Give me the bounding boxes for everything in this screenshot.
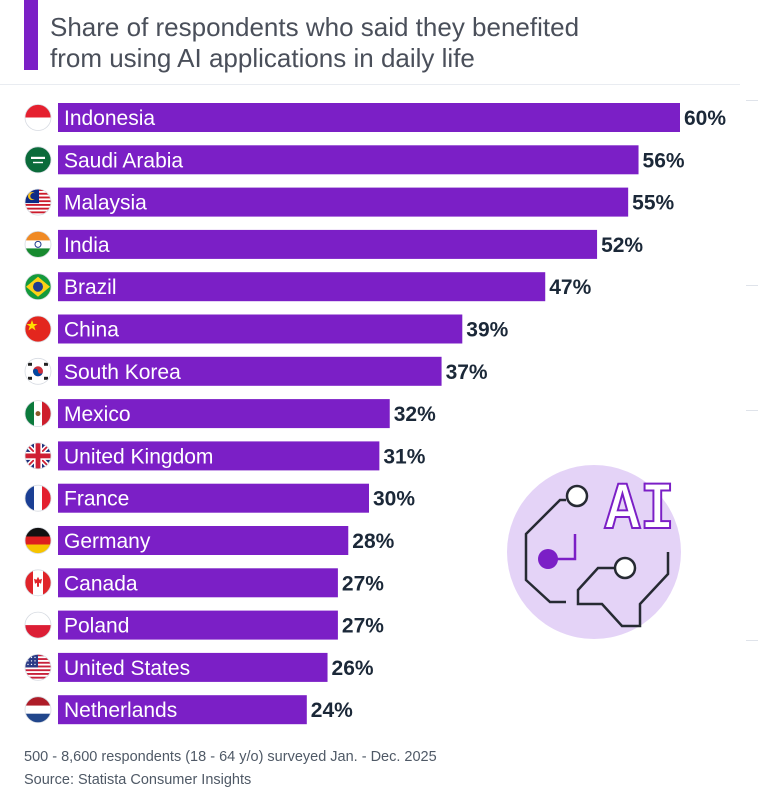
bar-china [58, 314, 463, 344]
ai-illustration-text: AI [605, 473, 675, 541]
ai-circuit-trace-left [524, 498, 566, 604]
right-gridline-ticks [746, 100, 758, 800]
bar-label-indonesia: Indonesia [64, 107, 155, 130]
ai-node-right [613, 556, 637, 580]
bar-saudi-arabia [58, 145, 639, 175]
chart-footer: 500 - 8,600 respondents (18 - 64 y/o) su… [24, 746, 437, 792]
value-label-china: 39% [466, 319, 508, 342]
value-label-south-korea: 37% [446, 361, 488, 384]
poland-flag-icon [24, 611, 52, 639]
bar-chart: Indonesia 60% Saudi Arabia 56% Malaysia 55% In… [24, 103, 726, 725]
brazil-flag-icon [24, 273, 52, 301]
value-label-canada: 27% [342, 572, 384, 595]
bar-france [58, 483, 369, 513]
bar-label-malaysia: Malaysia [64, 192, 147, 215]
bar-label-germany: Germany [64, 530, 151, 553]
south-korea-flag-icon [24, 357, 52, 385]
bar-germany [58, 526, 349, 555]
united-kingdom-flag-icon [24, 442, 52, 470]
value-label-poland: 27% [342, 615, 384, 638]
value-label-germany: 28% [352, 530, 394, 553]
canada-flag-icon [24, 569, 52, 597]
bar-united-states [58, 652, 328, 682]
ai-node-purple [538, 549, 558, 569]
bar-label-united-kingdom: United Kingdom [64, 445, 213, 468]
bar-brazil [58, 272, 546, 302]
bar-malaysia [58, 187, 629, 217]
bar-indonesia [58, 103, 680, 132]
ai-node-top [565, 484, 589, 508]
bar-india [58, 229, 598, 259]
footer-source: Source: Statista Consumer Insights [24, 772, 252, 788]
netherlands-flag-icon [24, 696, 52, 724]
value-label-india: 52% [601, 234, 643, 257]
bar-united-kingdom [58, 441, 380, 471]
bars-group: Indonesia 60% Saudi Arabia 56% Malaysia 55% In… [58, 103, 726, 725]
bar-label-united-states: United States [64, 657, 190, 680]
bar-mexico [58, 399, 390, 429]
bar-label-canada: Canada [64, 572, 138, 595]
bar-label-brazil: Brazil [64, 276, 117, 299]
united-states-flag-icon [24, 654, 52, 681]
bar-label-china: China [64, 319, 119, 342]
bar-label-india: India [64, 234, 110, 257]
bar-south-korea [58, 356, 442, 386]
ai-illustration: AI [507, 465, 681, 639]
france-flag-icon [24, 484, 52, 512]
malaysia-flag-icon [24, 188, 52, 216]
bar-label-poland: Poland [64, 615, 129, 638]
bar-label-south-korea: South Korea [64, 361, 181, 384]
bar-label-mexico: Mexico [64, 403, 131, 426]
bar-label-saudi-arabia: Saudi Arabia [64, 149, 183, 172]
value-label-brazil: 47% [549, 276, 591, 299]
bar-label-netherlands: Netherlands [64, 699, 177, 722]
china-flag-icon [24, 315, 52, 343]
value-label-france: 30% [373, 488, 415, 511]
value-label-united-states: 26% [332, 657, 374, 680]
value-label-indonesia: 60% [684, 107, 726, 130]
flag-column [24, 104, 52, 724]
footer-note: 500 - 8,600 respondents (18 - 64 y/o) su… [24, 749, 437, 765]
header-divider [0, 84, 740, 85]
india-flag-icon [24, 230, 52, 258]
bar-label-france: France [64, 488, 129, 511]
title-accent-bar [24, 0, 38, 70]
indonesia-flag-icon [24, 104, 52, 131]
germany-flag-icon [24, 527, 52, 554]
bar-canada [58, 568, 338, 598]
saudi-arabia-flag-icon [24, 146, 52, 174]
chart-title: Share of respondents who said they benef… [50, 12, 580, 73]
value-label-mexico: 32% [394, 403, 436, 426]
bar-poland [58, 610, 338, 640]
value-label-united-kingdom: 31% [383, 445, 425, 468]
value-label-netherlands: 24% [311, 699, 353, 722]
value-label-malaysia: 55% [632, 192, 674, 215]
ai-circuit-trace-right [576, 552, 670, 628]
mexico-flag-icon [24, 400, 52, 428]
bar-netherlands [58, 695, 307, 725]
value-label-saudi-arabia: 56% [643, 149, 685, 172]
